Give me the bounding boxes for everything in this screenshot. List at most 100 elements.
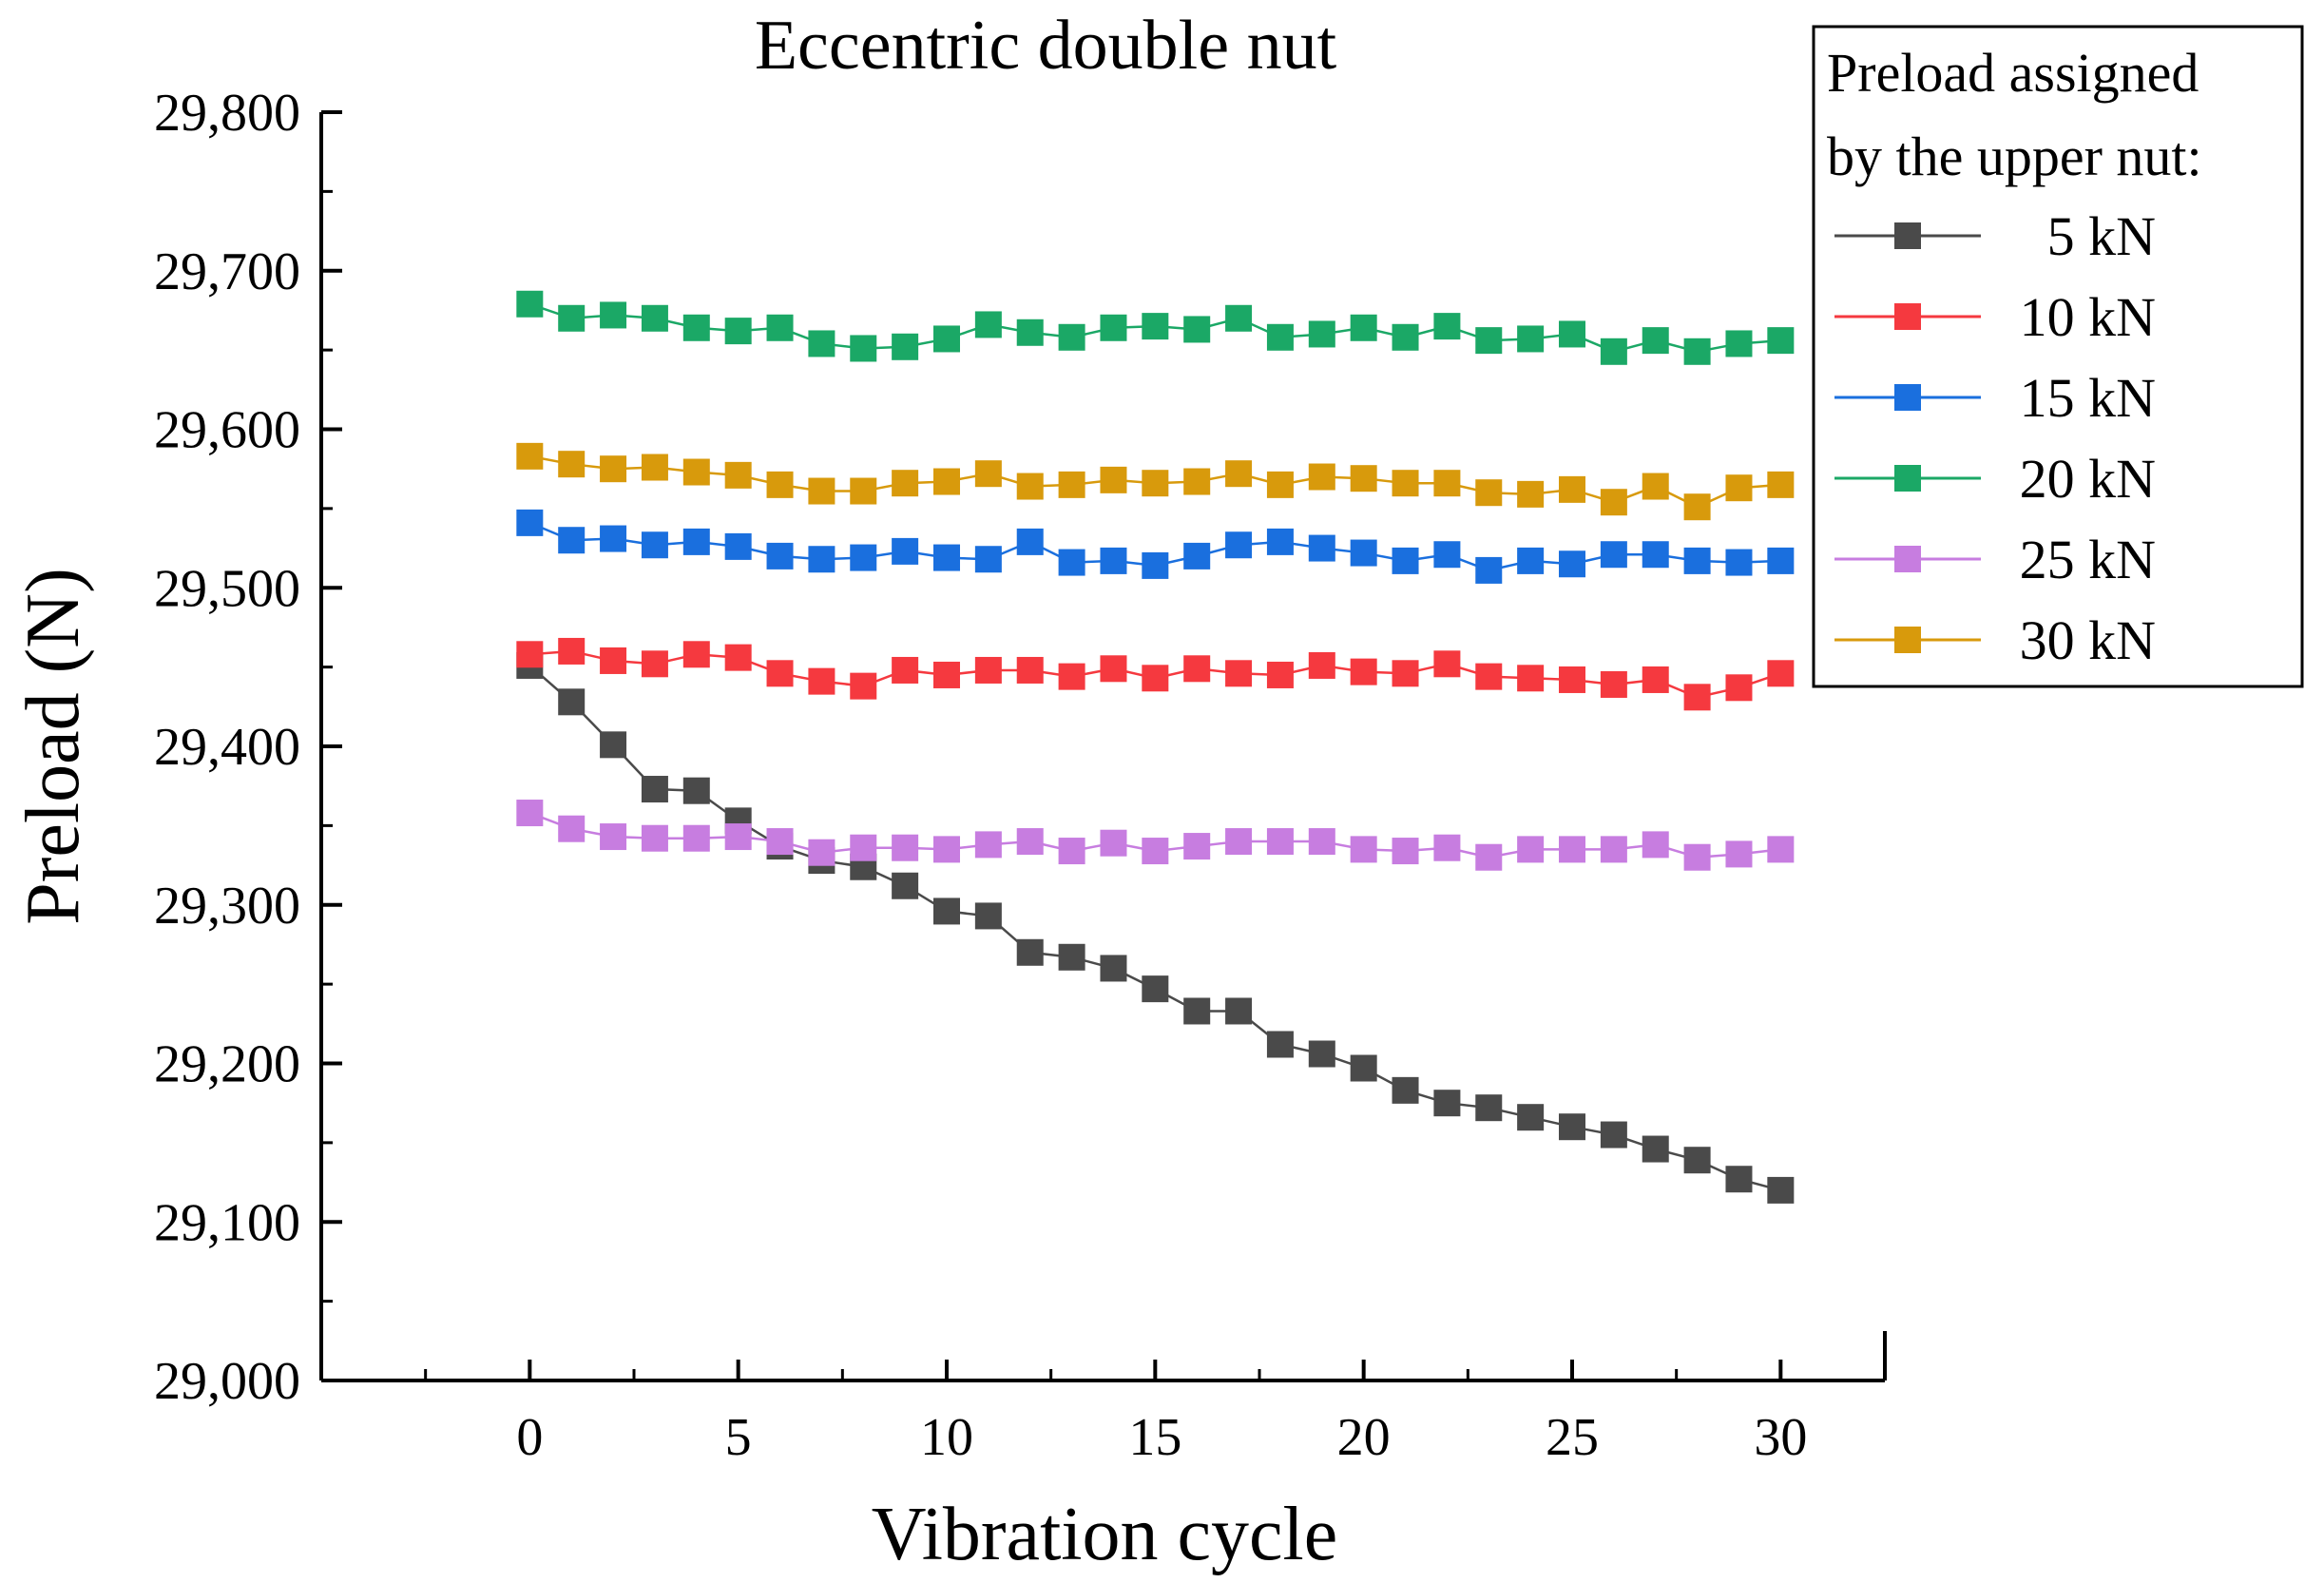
data-point [516, 442, 544, 470]
data-point [1058, 549, 1085, 576]
x-tick-label: 0 [516, 1408, 543, 1467]
data-point [1142, 551, 1169, 579]
data-point [1142, 313, 1169, 340]
data-point [1225, 660, 1253, 687]
legend-title-line-1: Preload assigned [1827, 42, 2199, 104]
data-point [1308, 534, 1335, 562]
data-point [1475, 843, 1503, 871]
data-point [1600, 1121, 1627, 1149]
data-point [1016, 528, 1044, 555]
data-point [1392, 323, 1419, 351]
data-point [933, 325, 960, 353]
data-point [1517, 480, 1545, 508]
y-tick-label: 29,600 [154, 401, 300, 460]
y-tick-label: 29,200 [154, 1035, 300, 1094]
data-point [1350, 539, 1377, 567]
data-point [766, 471, 794, 498]
data-point [1725, 840, 1753, 868]
data-point [892, 834, 919, 861]
y-tick-label: 29,800 [154, 84, 300, 143]
series-20-kn [516, 290, 1795, 365]
data-point [1475, 479, 1503, 507]
data-point [1350, 465, 1377, 492]
data-point [1642, 666, 1669, 693]
legend-title-line-2: by the upper nut: [1827, 125, 2202, 187]
data-point [766, 660, 794, 687]
data-point [1058, 471, 1085, 498]
data-point [933, 544, 960, 571]
data-point [1308, 320, 1335, 348]
data-point [1183, 833, 1211, 860]
data-point [1642, 473, 1669, 500]
series-10-kn [516, 637, 1795, 711]
data-point [1100, 547, 1127, 574]
x-axis-ticks: 0 5 10 15 20 25 30 [424, 1360, 1887, 1467]
data-point [1100, 466, 1127, 493]
data-point [1308, 463, 1335, 491]
data-point [516, 290, 544, 318]
data-point [1433, 470, 1461, 497]
data-point [1183, 316, 1211, 343]
y-axis-ticks: 29,000 29,100 29,200 29,300 29,400 29,500 29,6… [154, 84, 342, 1411]
data-point [974, 460, 1002, 488]
x-axis-title: Vibration cycle [872, 1493, 1338, 1576]
data-point [1517, 1104, 1545, 1131]
data-point [1475, 556, 1503, 584]
data-point [1392, 470, 1419, 497]
series-25-kn [516, 800, 1795, 871]
legend-marker [1894, 465, 1921, 492]
y-tick-label: 29,100 [154, 1193, 300, 1252]
data-point [1559, 666, 1585, 693]
data-point [1392, 660, 1419, 687]
data-point [682, 458, 710, 486]
data-point [1475, 1094, 1503, 1122]
data-point [1183, 542, 1211, 569]
legend-box [1812, 25, 2304, 688]
legend: Preload assigned by the upper nut: 5 kN 1… [1812, 25, 2304, 688]
data-point [1142, 665, 1169, 692]
legend-label: 5 kN [2047, 205, 2156, 267]
series-30-kn [516, 442, 1795, 521]
data-point [1559, 836, 1585, 863]
data-point [1058, 323, 1085, 351]
data-point [1308, 651, 1335, 679]
data-point [724, 644, 752, 671]
data-point [1683, 843, 1711, 871]
data-point [850, 477, 877, 505]
data-point [808, 330, 835, 357]
data-point [1517, 836, 1545, 863]
data-point [933, 836, 960, 863]
legend-marker [1894, 546, 1921, 572]
legend-entries: 5 kN 10 kN 15 kN 20 kN 25 kN 30 kN [1834, 205, 2156, 671]
data-point [1725, 330, 1753, 357]
data-point [1225, 997, 1253, 1025]
data-point [1683, 493, 1711, 521]
data-point [808, 839, 835, 866]
data-point [1225, 460, 1253, 488]
data-point [892, 537, 919, 565]
data-point [1016, 656, 1044, 684]
data-point [1767, 836, 1795, 863]
data-point [1142, 838, 1169, 865]
data-point [933, 898, 960, 925]
data-point [724, 532, 752, 560]
legend-entry: 25 kN [1834, 529, 2156, 590]
data-point [1225, 531, 1253, 559]
data-point [1016, 319, 1044, 346]
data-point [933, 661, 960, 688]
data-point [1266, 528, 1294, 555]
legend-label: 20 kN [2020, 448, 2156, 510]
data-point [1350, 658, 1377, 685]
data-point [1683, 684, 1711, 711]
x-tick-label: 30 [1754, 1408, 1807, 1467]
data-point [1475, 663, 1503, 690]
data-point [1725, 1166, 1753, 1193]
data-point [766, 828, 794, 856]
data-point [1058, 838, 1085, 865]
legend-marker [1894, 627, 1921, 653]
data-point [892, 656, 919, 684]
data-point [558, 637, 586, 665]
data-point [1183, 468, 1211, 495]
data-point [974, 546, 1002, 573]
data-point [1725, 549, 1753, 576]
